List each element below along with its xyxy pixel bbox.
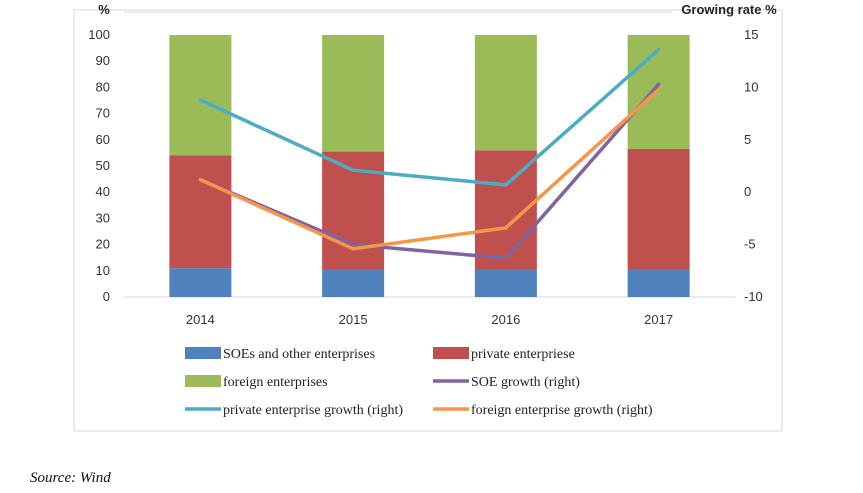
bar-soes-2015	[322, 269, 385, 297]
legend: SOEs and other enterprises private enterp…	[185, 347, 653, 418]
legend-swatch	[433, 347, 469, 359]
bar-soes-2017	[627, 269, 690, 297]
bar-soes-2016	[474, 269, 537, 297]
line-private	[198, 47, 661, 187]
left-tick-label: 20	[96, 237, 110, 252]
category-label: 2014	[186, 312, 215, 327]
bar-private-2017	[627, 148, 690, 270]
line-foreign	[198, 87, 661, 251]
right-tick-label: -5	[744, 237, 756, 252]
right-axis-unit: Growing rate %	[681, 2, 777, 17]
legend-label: private enterpriese	[471, 347, 575, 362]
category-label: 2017	[644, 312, 673, 327]
bar-soes-2014	[169, 268, 232, 297]
bar-foreign-2016	[474, 35, 537, 151]
left-tick-label: 70	[96, 106, 110, 121]
lines	[198, 47, 661, 260]
bar-foreign-2017	[627, 35, 690, 149]
left-tick-label: 60	[96, 132, 110, 147]
legend-label: private enterprise growth (right)	[223, 403, 403, 418]
legend-swatch	[185, 375, 221, 387]
left-tick-label: 90	[96, 53, 110, 68]
bars	[169, 35, 690, 297]
source-value: Wind	[79, 470, 111, 486]
left-tick-label: 50	[96, 158, 110, 173]
source-note: Source: Wind	[30, 470, 111, 486]
left-tick-label: 30	[96, 210, 110, 225]
bar-foreign-2015	[322, 35, 385, 152]
left-tick-label: 80	[96, 79, 110, 94]
legend-label: foreign enterprises	[223, 375, 328, 390]
legend-label: SOEs and other enterprises	[223, 347, 375, 362]
left-tick-label: 10	[96, 263, 110, 278]
line-soe	[198, 82, 661, 260]
category-label: 2015	[339, 312, 368, 327]
legend-label: SOE growth (right)	[471, 375, 580, 390]
left-tick-label: 40	[96, 184, 110, 199]
legend-label: foreign enterprise growth (right)	[471, 403, 653, 418]
left-tick-label: 100	[88, 27, 110, 42]
left-tick-label: 0	[103, 289, 110, 304]
bar-private-2014	[169, 155, 232, 269]
right-tick-label: -10	[744, 289, 763, 304]
right-tick-label: 15	[744, 27, 758, 42]
right-tick-label: 10	[744, 79, 758, 94]
chart-frame	[73, 9, 783, 432]
category-label: 2016	[491, 312, 520, 327]
source-label: Source	[30, 470, 72, 486]
right-tick-label: 0	[744, 184, 751, 199]
legend-swatch	[185, 347, 221, 359]
bar-foreign-2014	[169, 35, 232, 156]
right-tick-label: 5	[744, 132, 751, 147]
left-axis-unit: %	[98, 2, 110, 17]
